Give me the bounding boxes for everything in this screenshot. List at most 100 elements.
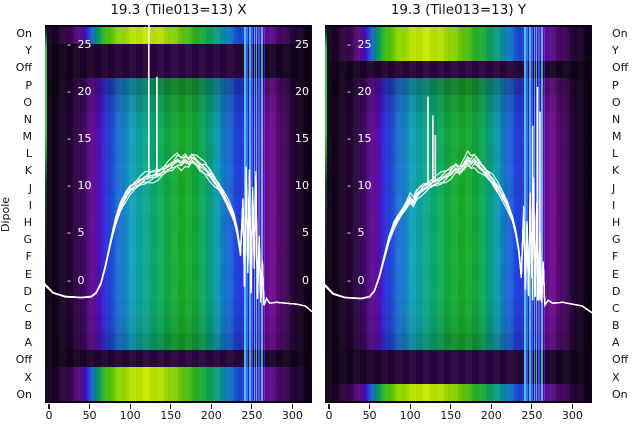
row-label-right: On — [612, 387, 628, 401]
row-label-right: N — [612, 112, 621, 126]
row-label-right: C — [612, 301, 620, 315]
inner-y-tick-left: - 15 — [347, 131, 372, 145]
row-label-left: O — [23, 95, 32, 109]
row-label-left: B — [24, 319, 32, 333]
edge-sliver — [45, 27, 47, 401]
x-tick-mark — [531, 404, 533, 409]
x-tick-label: 50 — [362, 409, 377, 422]
x-tick-label: 250 — [241, 409, 263, 422]
heatmap-row-n — [45, 112, 312, 129]
rfi-stripe — [261, 27, 263, 401]
x-tick-label: 200 — [480, 409, 502, 422]
x-tick-mark — [251, 404, 253, 409]
heatmap-rows — [325, 27, 592, 401]
inner-y-tick-left: - 15 — [67, 131, 92, 145]
rfi-stripe — [258, 27, 261, 401]
rfi-stripe — [538, 27, 541, 401]
x-tick-mark — [88, 404, 91, 409]
row-label-left: J — [28, 181, 32, 195]
row-label-right: L — [612, 147, 619, 161]
row-label-left: L — [25, 147, 32, 161]
heatmap-row-i — [45, 197, 312, 214]
inner-y-tick-left: - 20 — [67, 84, 92, 98]
row-label-right: H — [612, 216, 621, 229]
row-label-left: C — [24, 301, 32, 315]
row-label-left: D — [23, 284, 32, 298]
x-tick-label: 150 — [440, 409, 462, 422]
x-tick-mark — [450, 404, 452, 409]
row-label-left: F — [25, 250, 32, 264]
heatmap-row-d — [325, 282, 592, 299]
row-label-left: K — [24, 164, 32, 178]
heatmap-row-f — [325, 248, 592, 265]
row-label-right: B — [612, 319, 620, 333]
row-label-left: P — [25, 78, 32, 92]
row-label-right: M — [612, 130, 622, 144]
row-label-left: G — [23, 233, 32, 247]
inner-y-tick-right: 0 — [302, 273, 309, 287]
inner-y-tick-right: 25 — [295, 37, 309, 51]
heatmap-row-b — [325, 316, 592, 333]
x-tick-label: 0 — [325, 409, 333, 422]
inner-y-tick-left: - 25 — [347, 37, 372, 51]
heatmap-row-on — [45, 384, 312, 401]
heatmap-row-k — [325, 163, 592, 180]
row-label-right: X — [612, 370, 620, 384]
row-label-right: J — [612, 181, 616, 195]
heatmap-row-e — [325, 265, 592, 282]
heatmap-rows — [45, 27, 312, 401]
rfi-stripe — [264, 27, 266, 401]
row-label-left: N — [23, 112, 32, 126]
row-label-left: Off — [15, 61, 32, 75]
x-tick-mark — [571, 404, 573, 409]
row-label-right: K — [612, 164, 620, 178]
heatmap-row-c — [45, 299, 312, 316]
heatmap-row-g — [325, 231, 592, 248]
row-label-right: F — [612, 250, 619, 264]
inner-y-tick-right: 10 — [295, 179, 309, 193]
heatmap-row-e — [45, 265, 312, 282]
heatmap-row-g — [45, 231, 312, 248]
x-tick-label: 300 — [561, 409, 583, 422]
row-label-left: Y — [25, 44, 32, 58]
x-tick-mark — [48, 404, 50, 409]
x-tick-mark — [210, 404, 212, 409]
row-label-right: G — [612, 233, 621, 247]
row-label-right: On — [612, 27, 628, 40]
inner-y-tick-left: - 0 — [67, 273, 85, 287]
x-tick-label: 150 — [160, 409, 182, 422]
row-label-left: Off — [15, 353, 32, 367]
rfi-stripe — [531, 27, 534, 401]
rfi-stripe — [541, 27, 543, 401]
heatmap-row-b — [45, 316, 312, 333]
heatmap-row-i — [325, 197, 592, 214]
heatmap-row-a — [325, 333, 592, 350]
heatmap-row-h — [45, 214, 312, 231]
x-tick-mark — [129, 404, 131, 409]
heatmap-row-d — [45, 282, 312, 299]
x-tick-mark — [328, 404, 330, 409]
row-label-left: M — [22, 130, 33, 144]
row-label-left: H — [23, 216, 32, 229]
heatmap-panel-x: - 25 25 - 20 20 - 15 15 - 10 10 - 5 5 - 0 0 — [45, 25, 312, 403]
rfi-stripe — [251, 27, 254, 401]
heatmap-row-n — [325, 112, 592, 129]
row-label-left: X — [24, 370, 32, 384]
x-tick-mark — [409, 404, 411, 409]
row-label-right: Off — [612, 61, 629, 75]
edge-sliver — [325, 27, 327, 401]
panel-title-x: 19.3 (Tile013=13) X — [110, 2, 247, 18]
row-label-right: Off — [612, 353, 629, 367]
x-tick-label: 200 — [200, 409, 222, 422]
heatmap-row-l — [45, 146, 312, 163]
row-label-left: I — [28, 198, 32, 212]
inner-y-tick-left: - 10 — [347, 179, 372, 193]
x-tick-label: 100 — [399, 409, 421, 422]
x-tick-mark — [170, 404, 172, 409]
heatmap-row-on — [325, 384, 592, 401]
heatmap-row-a — [45, 333, 312, 350]
inner-y-tick-right: 5 — [302, 226, 309, 240]
panel-title-y: 19.3 (Tile013=13) Y — [390, 2, 527, 18]
inner-y-tick-right: 20 — [295, 84, 309, 98]
